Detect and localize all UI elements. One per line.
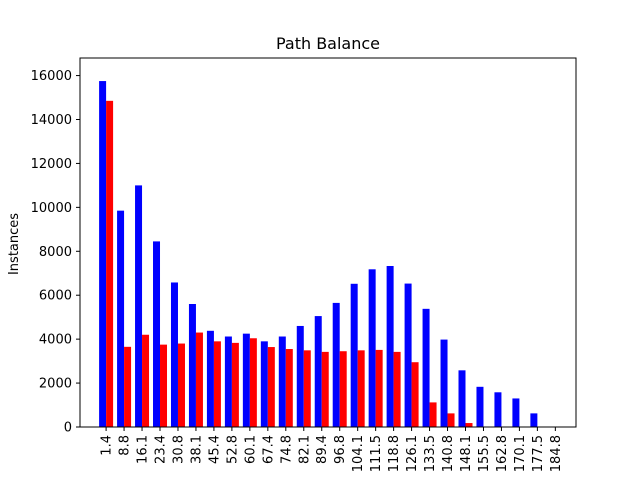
x-tick-label: 126.1 (405, 435, 420, 472)
x-tick-label: 162.8 (495, 435, 510, 472)
bar-series1-60.1 (242, 333, 250, 427)
bar-series2-104.1 (357, 350, 365, 427)
x-tick-label: 45.4 (207, 435, 222, 464)
x-tick-label: 1.4 (100, 435, 115, 456)
bar-series1-148.1 (458, 370, 466, 427)
bar-series1-155.5 (476, 386, 484, 427)
x-axis-ticks: 1.4 8.8 16.1 23.4 30.8 38.1 45.4 52.8 60.1 67.4 74… (100, 427, 564, 472)
x-tick-label: 60.1 (243, 435, 258, 464)
bar-series1-30.8 (170, 282, 178, 427)
x-tick-label: 155.5 (477, 435, 492, 472)
bar-series2-30.8 (177, 343, 185, 427)
x-tick-label: 170.1 (513, 435, 528, 472)
bar-series2-60.1 (249, 338, 257, 427)
bar-series2-16.1 (142, 334, 150, 427)
x-tick-label: 177.5 (531, 435, 546, 472)
x-tick-label: 111.5 (369, 435, 384, 472)
y-tick-label: 8000 (39, 245, 72, 260)
plot-frame (79, 57, 577, 428)
y-tick-label: 14000 (31, 113, 72, 128)
bar-series2-111.5 (375, 349, 383, 427)
x-tick-label: 30.8 (171, 435, 186, 464)
bar-series1-111.5 (368, 269, 376, 427)
bar-series2-8.8 (124, 346, 132, 427)
bar-series2-52.8 (231, 342, 239, 427)
x-tick-label: 133.5 (423, 435, 438, 472)
x-tick-label: 16.1 (136, 435, 151, 464)
x-tick-label: 118.8 (387, 435, 402, 472)
y-tick-label: 4000 (39, 333, 72, 348)
bar-series1-1.4 (99, 81, 107, 427)
x-tick-label: 140.8 (441, 435, 456, 472)
bar-series1-170.1 (512, 398, 520, 427)
bar-series1-16.1 (135, 185, 143, 427)
bar-series1-177.5 (530, 413, 538, 427)
y-axis-ticks: 0 2000 4000 6000 8000 10000 12000 14000 16000 (31, 69, 80, 436)
bar-series1-8.8 (117, 210, 125, 427)
x-tick-label: 82.1 (297, 435, 312, 464)
x-tick-label: 184.8 (549, 435, 564, 472)
y-tick-label: 2000 (39, 377, 72, 392)
chart-title: Path Balance (276, 34, 380, 53)
x-tick-label: 38.1 (189, 435, 204, 464)
bar-series2-74.8 (285, 349, 293, 427)
bar-series2-89.4 (321, 351, 329, 427)
bar-series1-74.8 (278, 336, 286, 427)
y-tick-label: 0 (64, 421, 72, 436)
bar-series1-133.5 (422, 308, 430, 427)
y-axis-label: Instances (7, 213, 22, 275)
bar-series1-96.8 (332, 302, 340, 427)
bar-series2-82.1 (303, 350, 311, 427)
x-tick-label: 23.4 (154, 435, 169, 464)
bar-series2-148.1 (465, 423, 473, 427)
y-tick-label: 6000 (39, 289, 72, 304)
bar-series2-96.8 (339, 351, 347, 427)
bar-series1-82.1 (296, 325, 304, 427)
x-tick-label: 104.1 (351, 435, 366, 472)
y-tick-label: 16000 (31, 69, 72, 84)
bar-series1-89.4 (314, 316, 322, 427)
bar-series1-104.1 (350, 283, 358, 427)
y-tick-label: 10000 (31, 201, 72, 216)
bar-series1-38.1 (188, 304, 196, 427)
bars-group (99, 81, 538, 427)
x-tick-label: 74.8 (279, 435, 294, 464)
x-tick-label: 96.8 (333, 435, 348, 464)
bar-series1-140.8 (440, 339, 448, 427)
bar-series1-45.4 (206, 330, 214, 427)
bar-series1-126.1 (404, 283, 412, 427)
bar-series2-67.4 (267, 347, 275, 427)
bar-series1-23.4 (153, 241, 161, 427)
bar-series2-126.1 (411, 362, 419, 427)
bar-series1-52.8 (224, 336, 232, 427)
bar-series2-133.5 (429, 402, 437, 427)
bar-series2-45.4 (213, 341, 221, 427)
x-tick-label: 89.4 (315, 435, 330, 464)
bar-series2-23.4 (160, 344, 168, 427)
bar-series1-162.8 (494, 392, 502, 427)
bar-series2-140.8 (447, 413, 455, 427)
x-tick-label: 8.8 (118, 435, 133, 456)
bar-series2-118.8 (393, 351, 401, 427)
bar-series1-67.4 (260, 341, 268, 427)
x-tick-label: 52.8 (225, 435, 240, 464)
bar-series2-1.4 (106, 100, 114, 427)
x-tick-label: 67.4 (261, 435, 276, 464)
x-tick-label: 148.1 (459, 435, 474, 472)
y-tick-label: 12000 (31, 157, 72, 172)
bar-series2-38.1 (195, 332, 203, 427)
bar-series1-118.8 (386, 266, 394, 427)
